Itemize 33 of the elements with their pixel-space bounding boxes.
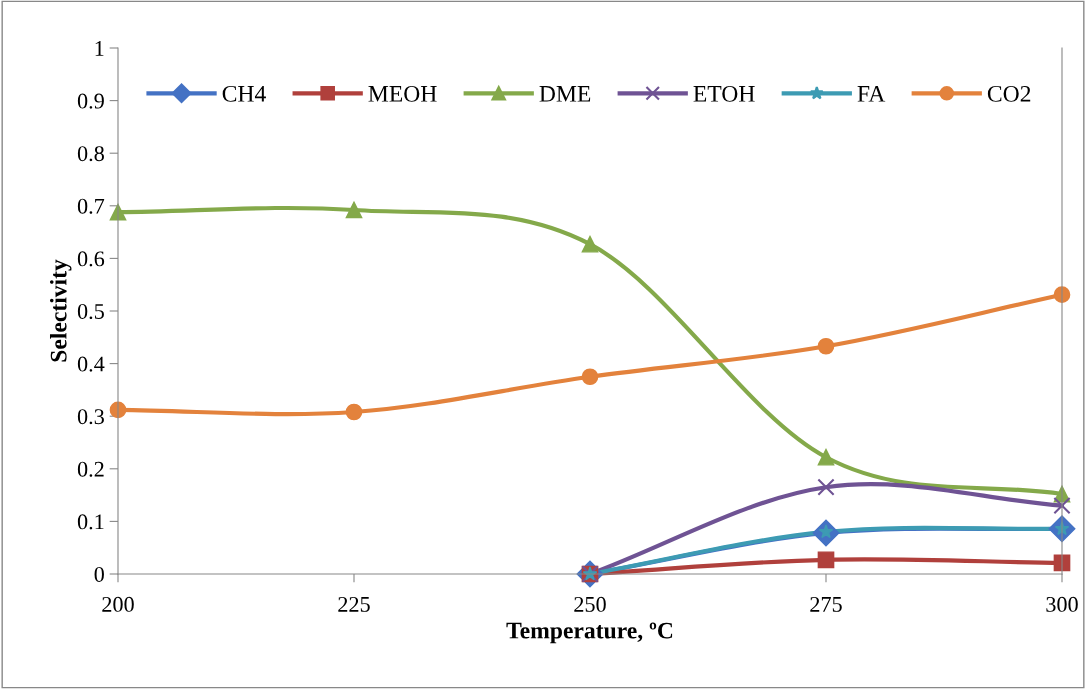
point [581,368,599,386]
x-tick-label: 300 [1046,596,1078,612]
y-tick-label: 0.4 [77,356,105,372]
x-tick-label: 225 [338,596,370,612]
y-tick-label: 0.8 [77,146,104,162]
legend-label: ETOH [693,85,755,102]
point [1053,496,1071,515]
legend-label: CH4 [222,85,266,102]
x-tick-label: 200 [102,596,134,612]
y-tick-label: 0.1 [77,514,104,530]
y-tick-label: 0.2 [77,461,104,477]
legend-label: DME [539,86,591,102]
x-tick-label: 275 [810,596,842,612]
y-axis-title: Selectivity [49,259,72,362]
point [581,235,599,253]
x-tick-label: 250 [574,596,606,612]
point [817,337,835,355]
point [817,551,835,569]
point [817,478,835,496]
legend-label: FA [857,85,886,102]
y-tick-label: 0.3 [77,409,104,425]
point [817,448,835,466]
y-tick-label: 1 [95,41,104,56]
point [345,403,363,421]
y-tick-label: 0 [94,566,104,582]
y-tick-label: 0.5 [77,303,104,320]
point [345,201,363,219]
legend-label: CO2 [987,85,1031,102]
y-tick-label: 0.7 [77,198,105,214]
legend-label: MEOH [368,85,437,102]
y-tick-label: 0.6 [77,251,105,267]
x-axis-title: Temperature, ºC [506,622,673,644]
y-tick-label: 0.9 [77,93,104,109]
